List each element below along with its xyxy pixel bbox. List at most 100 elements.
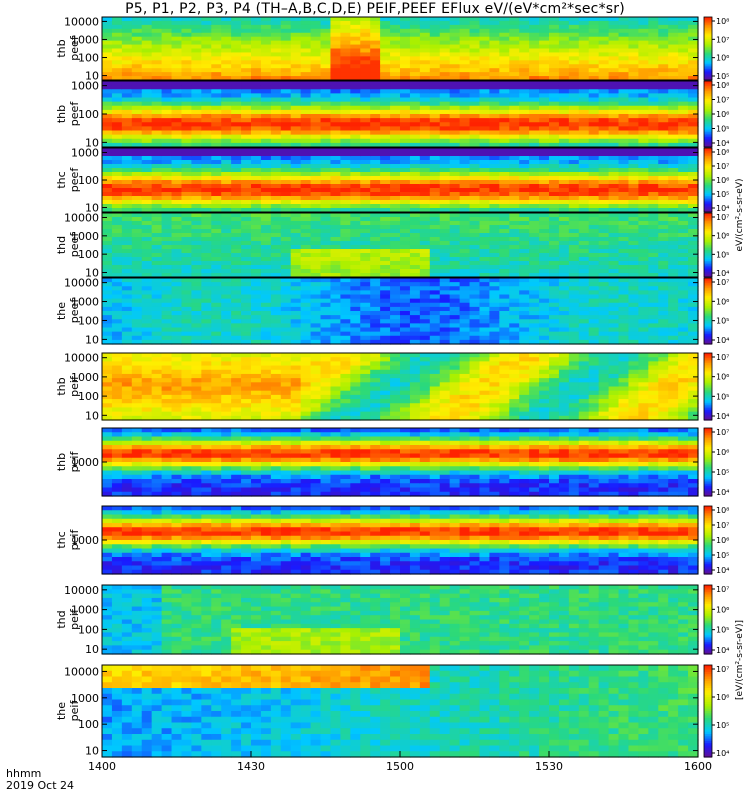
- spectrogram-cell: [469, 44, 481, 50]
- spectrogram-cell: [221, 64, 232, 69]
- spectrogram-cell: [102, 269, 113, 274]
- spectrogram-cell: [519, 172, 530, 177]
- spectrogram-cell: [400, 273, 411, 278]
- spectrogram-cell: [231, 237, 242, 242]
- spectrogram-cell: [111, 257, 123, 262]
- spectrogram-cell: [340, 68, 351, 73]
- spectrogram-cell: [191, 72, 202, 77]
- spectrogram-cell: [360, 85, 371, 90]
- spectrogram-cell: [201, 52, 212, 57]
- spectrogram-cell: [638, 148, 649, 153]
- spectrogram-cell: [191, 265, 202, 270]
- spectrogram-cell: [479, 160, 490, 165]
- spectrogram-cell: [539, 122, 550, 127]
- spectrogram-cell: [161, 97, 173, 103]
- spectrogram-cell: [479, 306, 490, 312]
- spectrogram-cell: [449, 60, 461, 65]
- spectrogram-cell: [489, 323, 500, 329]
- spectrogram-cell: [439, 126, 451, 132]
- spectrogram-cell: [181, 101, 192, 107]
- spectrogram-cell: [409, 294, 421, 300]
- spectrogram-cell: [241, 278, 252, 283]
- spectrogram-cell: [648, 229, 659, 234]
- spectrogram-cell: [191, 44, 202, 50]
- spectrogram-cell: [310, 48, 322, 54]
- spectrogram-cell: [479, 302, 490, 308]
- spectrogram-cell: [380, 176, 391, 181]
- spectrogram-cell: [519, 118, 530, 123]
- spectrogram-cell: [280, 93, 292, 99]
- spectrogram-cell: [350, 17, 361, 22]
- spectrogram-cell: [251, 17, 262, 22]
- spectrogram-cell: [211, 52, 222, 57]
- spectrogram-cell: [330, 282, 341, 287]
- spectrogram-cell: [310, 93, 322, 99]
- colorbar-step: [704, 95, 712, 99]
- spectrogram-cell: [489, 20, 500, 26]
- spectrogram-cell: [489, 188, 500, 193]
- spectrogram-cell: [151, 311, 163, 316]
- spectrogram-cell: [380, 306, 391, 312]
- spectrogram-cell: [628, 188, 639, 193]
- spectrogram-cell: [688, 196, 699, 201]
- spectrogram-cell: [539, 40, 550, 46]
- colorbar-step: [704, 227, 712, 230]
- spectrogram-cell: [151, 294, 163, 300]
- spectrogram-cell: [350, 253, 361, 258]
- spectrogram-cell: [310, 72, 322, 77]
- spectrogram-cell: [310, 105, 322, 111]
- spectrogram-cell: [201, 176, 212, 181]
- spectrogram-cell: [201, 237, 212, 242]
- spectrogram-cell: [191, 24, 202, 30]
- spectrogram-cell: [340, 40, 351, 46]
- spectrogram-cell: [141, 130, 153, 136]
- spectrogram-cell: [658, 164, 669, 169]
- spectrogram-cell: [449, 204, 461, 209]
- spectrogram-cell: [509, 319, 520, 324]
- spectrogram-cell: [539, 204, 550, 209]
- spectrogram-cell: [439, 188, 451, 193]
- spectrogram-cell: [131, 156, 143, 161]
- spectrogram-cell: [608, 188, 620, 193]
- spectrogram-cell: [102, 273, 113, 278]
- spectrogram-cell: [429, 114, 441, 119]
- spectrogram-cell: [578, 172, 590, 177]
- spectrogram-cell: [509, 221, 520, 226]
- spectrogram-cell: [429, 265, 441, 270]
- spectrogram-cell: [141, 180, 153, 185]
- spectrogram-cell: [171, 208, 183, 213]
- spectrogram-cell: [111, 93, 123, 99]
- spectrogram-cell: [201, 180, 212, 185]
- spectrogram-cell: [568, 156, 580, 161]
- spectrogram-cell: [608, 156, 620, 161]
- spectrogram-cell: [151, 323, 163, 329]
- spectrogram-cell: [449, 196, 461, 201]
- spectrogram-cell: [568, 24, 580, 30]
- spectrogram-cell: [469, 142, 481, 148]
- spectrogram-cell: [409, 180, 421, 185]
- spectrogram-cell: [131, 290, 143, 296]
- spectrogram-cell: [201, 48, 212, 54]
- spectrogram-cell: [161, 200, 173, 205]
- spectrogram-cell: [618, 282, 630, 287]
- spectrogram-cell: [360, 221, 371, 226]
- spectrogram-cell: [370, 24, 381, 30]
- spectrogram-cell: [469, 109, 481, 115]
- spectrogram-cell: [260, 105, 272, 111]
- spectrogram-cell: [678, 138, 689, 144]
- spectrogram-cell: [151, 101, 163, 107]
- spectrogram-cell: [519, 156, 530, 161]
- spectrogram-cell: [380, 302, 391, 308]
- spectrogram-cell: [628, 192, 639, 197]
- spectrogram-cell: [598, 208, 610, 213]
- spectrogram-cell: [290, 208, 302, 213]
- colorbar-step: [704, 117, 712, 120]
- spectrogram-cell: [578, 315, 590, 320]
- spectrogram-cell: [280, 17, 292, 22]
- spectrogram-cell: [429, 40, 441, 46]
- spectrogram-cell: [439, 298, 451, 304]
- spectrogram-cell: [151, 168, 163, 173]
- spectrogram-cell: [161, 233, 173, 238]
- spectrogram-cell: [231, 273, 242, 278]
- spectrogram-cell: [588, 126, 600, 132]
